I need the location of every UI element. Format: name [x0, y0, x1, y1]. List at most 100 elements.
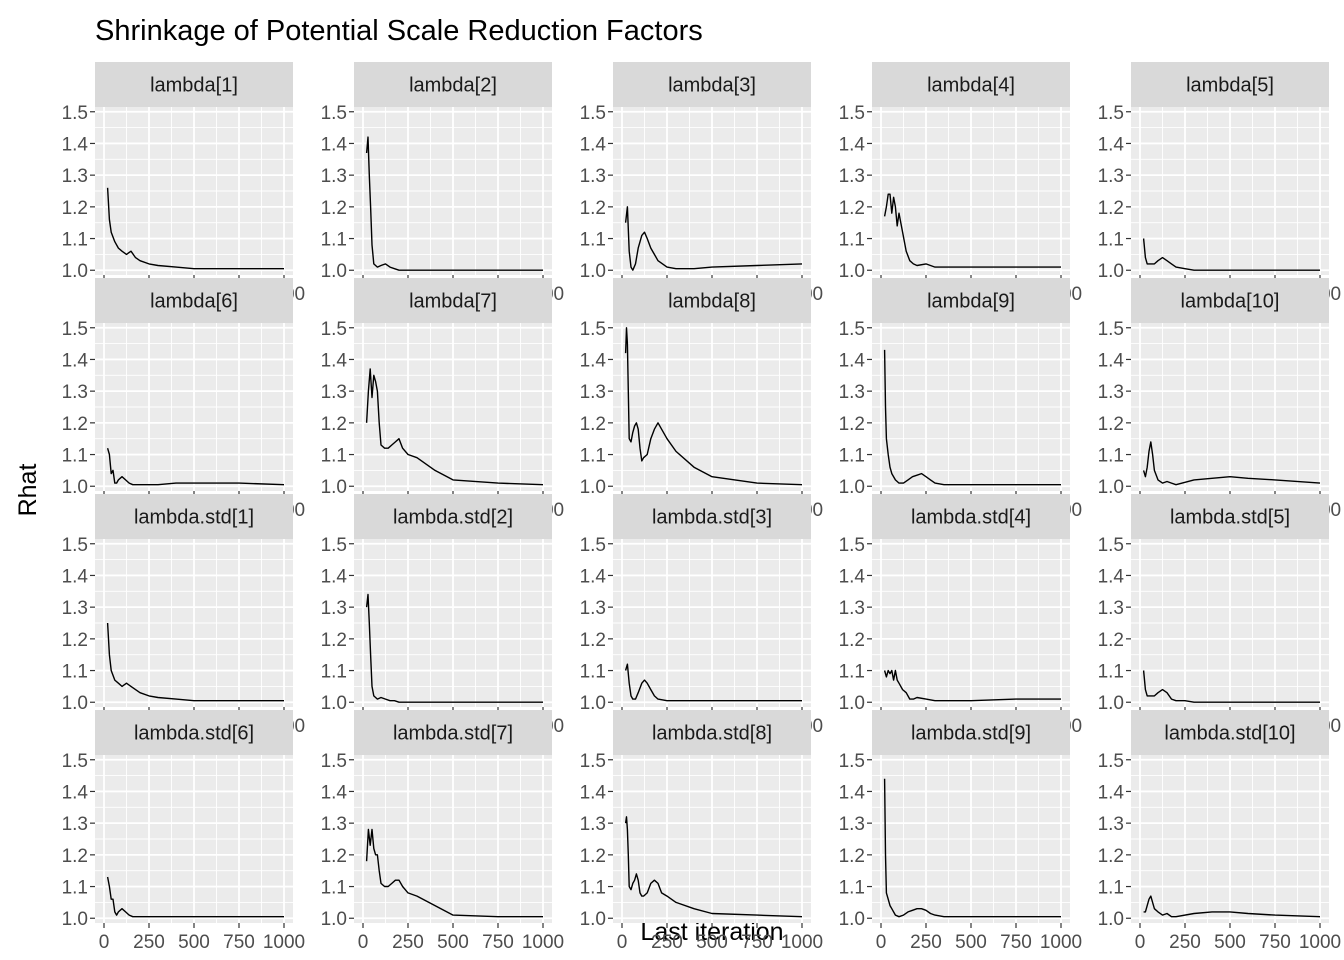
facet-strip — [872, 710, 1070, 755]
y-tick-label: 1.0 — [839, 261, 865, 282]
y-tick-label: 1.2 — [839, 414, 865, 435]
y-tick-label: 1.1 — [839, 446, 865, 467]
y-tick-label: 1.4 — [1098, 566, 1125, 587]
y-tick-label: 1.3 — [62, 598, 88, 619]
facet-panel: lambda.std[1]1.01.11.21.31.41.5025050075… — [62, 494, 305, 737]
y-tick-label: 1.4 — [62, 134, 89, 155]
facet-strip — [354, 494, 552, 539]
rhat-series-line — [365, 368, 544, 486]
y-tick-label: 1.2 — [580, 846, 606, 867]
y-tick-label: 1.5 — [580, 319, 606, 340]
x-tick-label: 0 — [1135, 932, 1146, 953]
y-tick-label: 1.2 — [321, 846, 347, 867]
y-tick-label: 1.1 — [1098, 230, 1124, 251]
chart-title: Shrinkage of Potential Scale Reduction F… — [95, 15, 703, 47]
rhat-series-line — [1143, 895, 1321, 918]
x-tick-label: 250 — [910, 932, 942, 953]
y-tick-label: 1.4 — [580, 566, 607, 587]
y-tick-label: 1.1 — [62, 878, 88, 899]
y-tick-label: 1.1 — [839, 230, 865, 251]
y-tick-label: 1.4 — [839, 782, 866, 803]
facet-strip — [872, 278, 1070, 323]
y-tick-label: 1.4 — [1098, 134, 1125, 155]
y-tick-label: 1.3 — [321, 598, 347, 619]
y-tick-label: 1.5 — [1098, 319, 1124, 340]
y-tick-label: 1.0 — [580, 477, 606, 498]
y-tick-label: 1.2 — [580, 198, 606, 219]
y-tick-label: 1.2 — [1098, 846, 1124, 867]
y-tick-label: 1.3 — [321, 382, 347, 403]
facet-strip — [95, 278, 293, 323]
y-tick-label: 1.0 — [321, 261, 347, 282]
rhat-series-line — [106, 622, 284, 702]
x-tick-label: 750 — [223, 932, 255, 953]
facet-panel: lambda[2]1.01.11.21.31.41.50250500750100… — [321, 62, 564, 305]
y-tick-label: 1.5 — [62, 319, 88, 340]
facet-strip — [613, 494, 811, 539]
y-tick-label: 1.3 — [1098, 598, 1124, 619]
y-tick-label: 1.4 — [62, 782, 89, 803]
y-tick-label: 1.0 — [62, 261, 88, 282]
y-tick-label: 1.5 — [839, 103, 865, 124]
rhat-series-line — [883, 349, 1061, 486]
x-tick-label: 750 — [1000, 932, 1032, 953]
y-tick-label: 1.1 — [62, 446, 88, 467]
facet-strip — [872, 62, 1070, 107]
facet-panel: lambda.std[5]1.01.11.21.31.41.5025050075… — [1098, 494, 1341, 737]
facet-panel: lambda.std[6] 1.0 1.1 1.2 1.3 1.4 1.5 0 250 500 75… — [62, 710, 305, 953]
facet-strip — [1131, 62, 1329, 107]
y-tick-label: 1.4 — [839, 134, 866, 155]
y-tick-label: 1.1 — [62, 662, 88, 683]
y-tick-label: 1.0 — [321, 477, 347, 498]
facet-strip-label: lambda.std[4] — [911, 507, 1031, 529]
facet-panel: lambda.std[10] 1.0 1.1 1.2 1.3 1.4 1.5 0 250 500 7… — [1098, 710, 1341, 953]
x-tick-label: 750 — [482, 932, 514, 953]
y-tick-label: 1.3 — [1098, 814, 1124, 835]
y-tick-label: 1.3 — [580, 814, 606, 835]
y-tick-label: 1.2 — [321, 198, 347, 219]
y-tick-label: 1.4 — [580, 134, 607, 155]
facet-panel: lambda.std[9] 1.0 1.1 1.2 1.3 1.4 1.5 0 250 500 75… — [839, 710, 1082, 953]
y-tick-label: 1.1 — [1098, 446, 1124, 467]
y-tick-label: 1.3 — [839, 382, 865, 403]
y-tick-label: 1.1 — [1098, 662, 1124, 683]
y-tick-label: 1.5 — [839, 751, 865, 772]
y-tick-label: 1.0 — [1098, 909, 1124, 930]
facet-strip — [354, 62, 552, 107]
y-tick-label: 1.5 — [1098, 103, 1124, 124]
y-tick-label: 1.2 — [62, 414, 88, 435]
y-tick-label: 1.2 — [1098, 630, 1124, 651]
y-tick-label: 1.0 — [62, 909, 88, 930]
y-tick-label: 1.2 — [321, 414, 347, 435]
y-tick-label: 1.3 — [1098, 166, 1124, 187]
facet-strip — [872, 494, 1070, 539]
y-tick-label: 1.5 — [321, 751, 347, 772]
facet-strip — [95, 710, 293, 755]
facet-strip-label: lambda[10] — [1181, 291, 1280, 313]
rhat-series-line — [624, 327, 803, 486]
y-tick-label: 1.4 — [839, 350, 866, 371]
facet-panel: lambda[5]1.01.11.21.31.41.50250500750100… — [1098, 62, 1341, 305]
facet-strip — [95, 494, 293, 539]
x-tick-label: 500 — [955, 932, 987, 953]
y-tick-label: 1.5 — [839, 319, 865, 340]
x-tick-label: 500 — [437, 932, 469, 953]
y-tick-label: 1.2 — [62, 198, 88, 219]
facet-panel: lambda.std[2]1.01.11.21.31.41.5025050075… — [321, 494, 564, 737]
y-tick-label: 1.0 — [321, 693, 347, 714]
x-tick-label: 250 — [651, 932, 683, 953]
y-tick-label: 1.1 — [580, 446, 606, 467]
rhat-series-line — [1142, 670, 1320, 703]
y-tick-label: 1.4 — [62, 350, 89, 371]
y-tick-label: 1.0 — [839, 909, 865, 930]
y-tick-label: 1.4 — [321, 350, 348, 371]
facet-strip — [1131, 494, 1329, 539]
y-tick-label: 1.2 — [839, 198, 865, 219]
y-tick-label: 1.2 — [580, 630, 606, 651]
y-tick-label: 1.0 — [839, 477, 865, 498]
facet-grid: lambda[1] 1.0 1.1 1.2 1.3 1.4 1.5 0 250 500 750 100… — [62, 62, 1341, 953]
facet-panel: lambda[4]1.01.11.21.31.41.50250500750100… — [839, 62, 1082, 305]
rhat-series-line — [106, 448, 285, 486]
rhat-series-line — [883, 193, 1061, 268]
